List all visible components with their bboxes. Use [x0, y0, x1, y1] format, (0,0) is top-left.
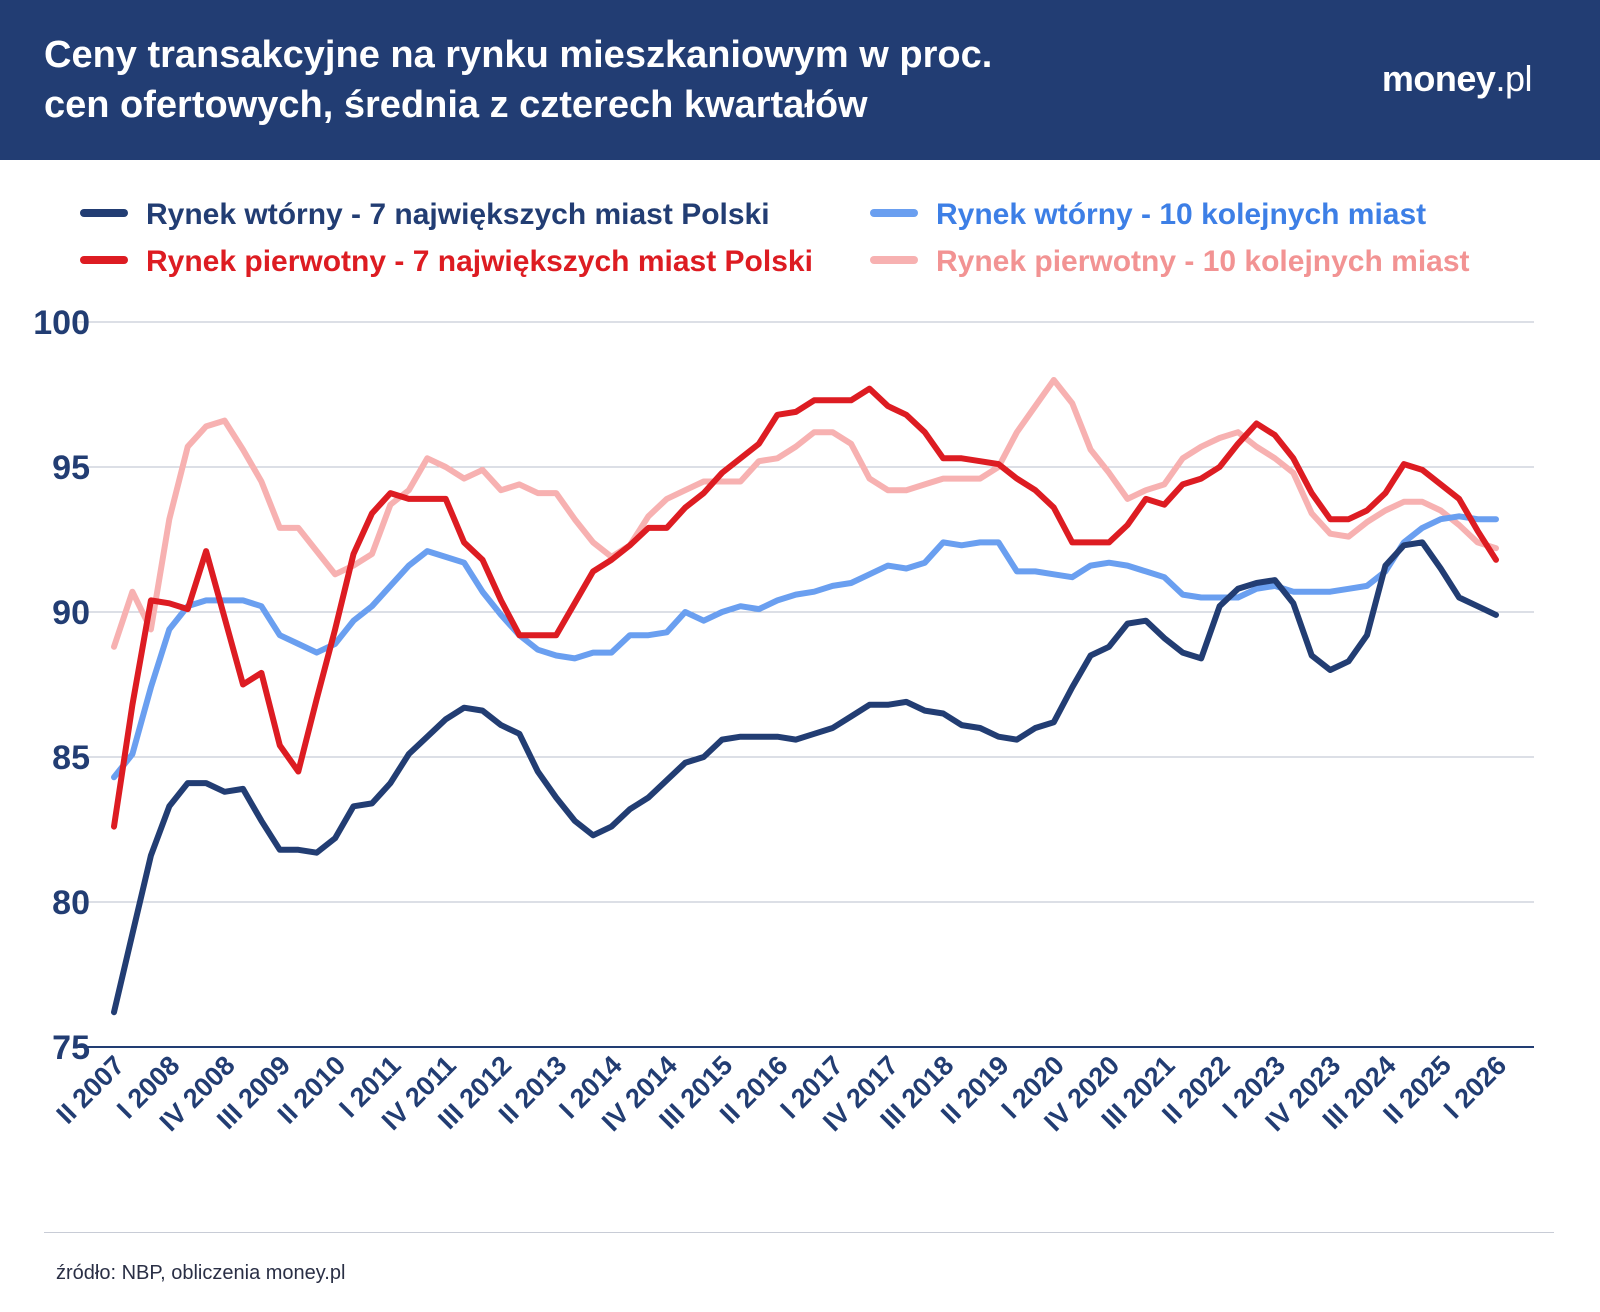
series-line-1 — [111, 539, 1499, 1016]
grid-lines — [74, 321, 1534, 1048]
y-tick-label: 100 — [33, 304, 90, 342]
y-tick-label: 80 — [52, 884, 90, 922]
logo-text-pl: .pl — [1495, 58, 1532, 99]
series-line-2 — [111, 513, 1499, 781]
series-line-3 — [111, 385, 1499, 830]
line-chart: Rynek wtórny - 7 największych miast Pols… — [33, 198, 1534, 1137]
header-banner: Ceny transakcyjne na rynku mieszkaniowym… — [0, 0, 1600, 160]
y-tick-label: 75 — [52, 1029, 90, 1067]
chart-frame: Rynek wtórny - 7 największych miast Pols… — [14, 160, 1586, 1300]
y-tick-label: 95 — [52, 449, 90, 487]
footer-divider — [44, 1232, 1554, 1233]
title-line-1: Ceny transakcyjne na rynku mieszkaniowym… — [44, 34, 993, 76]
title-line-2: cen ofertowych, średnia z czterech kwart… — [44, 84, 868, 126]
money-pl-logo[interactable]: money.pl — [1381, 58, 1533, 100]
series-line-4 — [111, 377, 1499, 650]
legend-label: Rynek pierwotny - 10 kolejnych miast — [936, 245, 1470, 278]
source-note: źródło: NBP, obliczenia money.pl — [56, 1262, 346, 1284]
legend-label: Rynek pierwotny - 7 największych miast P… — [146, 245, 813, 278]
x-tick-label: I 2026 — [1438, 1050, 1512, 1124]
y-tick-label: 90 — [52, 594, 90, 632]
y-axis-ticks: 75 80 85 90 95 100 — [33, 304, 90, 1067]
logo-text-money: money — [1381, 58, 1496, 99]
legend-label: Rynek wtórny - 10 kolejnych miast — [936, 198, 1426, 231]
chart-title: Ceny transakcyjne na rynku mieszkaniowym… — [44, 30, 1264, 130]
y-tick-label: 85 — [52, 739, 90, 777]
series-lines — [111, 377, 1499, 1016]
legend: Rynek wtórny - 7 największych miast Pols… — [80, 198, 1470, 278]
legend-label: Rynek wtórny - 7 największych miast Pols… — [146, 198, 770, 231]
